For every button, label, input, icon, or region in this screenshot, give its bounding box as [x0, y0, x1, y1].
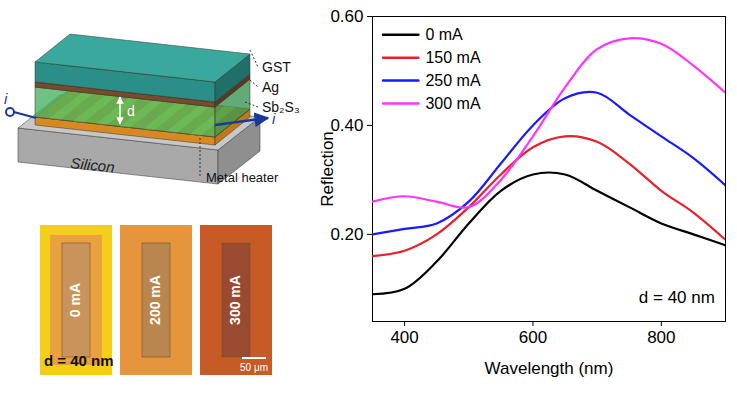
svg-text:Reflection: Reflection	[318, 131, 337, 207]
svg-text:0.40: 0.40	[330, 115, 364, 135]
svg-text:200 mA: 200 mA	[147, 275, 163, 325]
svg-text:Silicon: Silicon	[70, 154, 116, 176]
svg-text:300 mA: 300 mA	[425, 95, 480, 112]
svg-text:i: i	[4, 90, 8, 107]
svg-text:Wavelength (nm): Wavelength (nm)	[485, 359, 614, 378]
svg-text:0.60: 0.60	[330, 7, 363, 26]
svg-text:400: 400	[390, 328, 418, 347]
svg-text:d = 40 nm: d = 40 nm	[639, 288, 715, 307]
svg-text:Ag: Ag	[262, 79, 279, 95]
svg-text:150 mA: 150 mA	[425, 49, 480, 66]
svg-text:250 mA: 250 mA	[425, 72, 480, 89]
svg-text:300 mA: 300 mA	[227, 275, 243, 325]
svg-text:600: 600	[519, 328, 547, 347]
svg-text:0.20: 0.20	[330, 225, 363, 244]
svg-text:50 μm: 50 μm	[240, 362, 268, 373]
svg-text:0 mA: 0 mA	[425, 26, 463, 43]
svg-text:0 mA: 0 mA	[67, 283, 83, 317]
svg-text:d = 40 nm: d = 40 nm	[44, 352, 114, 369]
svg-text:Sb₂S₃: Sb₂S₃	[262, 99, 300, 115]
svg-text:800: 800	[647, 328, 675, 347]
svg-text:Metal heater: Metal heater	[206, 170, 279, 185]
svg-text:i: i	[272, 110, 276, 127]
svg-text:GST: GST	[262, 59, 291, 75]
svg-text:d: d	[127, 103, 135, 119]
